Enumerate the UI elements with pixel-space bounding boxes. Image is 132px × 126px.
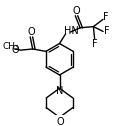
Text: F: F	[103, 12, 108, 22]
Text: O: O	[28, 27, 35, 37]
Text: O: O	[73, 6, 80, 16]
Text: O: O	[57, 117, 65, 126]
Text: O: O	[12, 45, 19, 55]
Text: F: F	[104, 26, 110, 36]
Text: HN: HN	[64, 26, 79, 36]
Text: N: N	[56, 86, 63, 96]
Text: F: F	[92, 39, 97, 49]
Text: CH₃: CH₃	[3, 42, 19, 51]
